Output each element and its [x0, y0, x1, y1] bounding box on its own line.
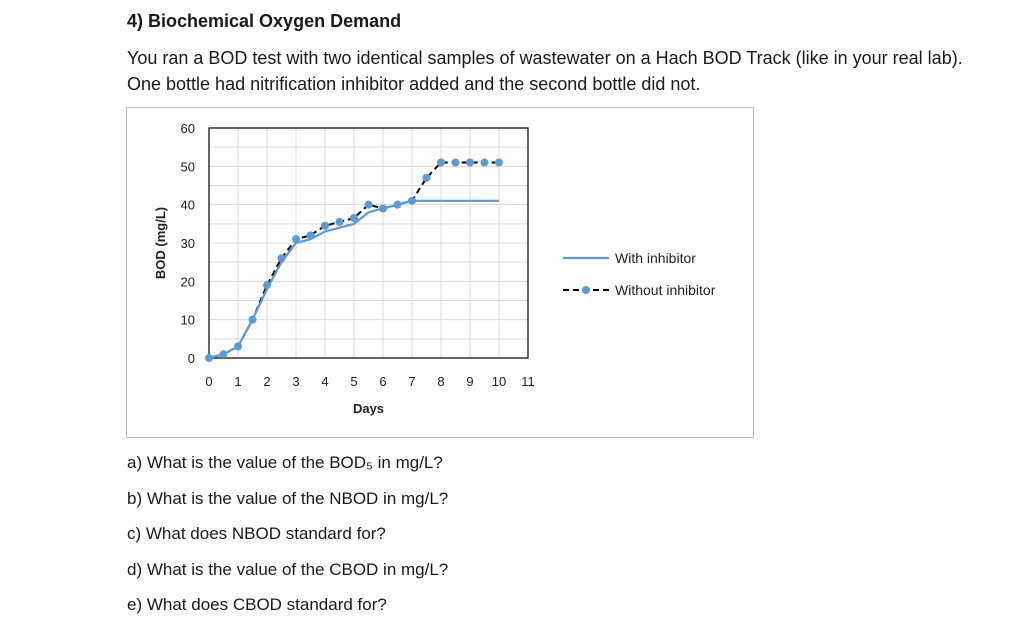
data-point-without-inhibitor [263, 281, 271, 290]
question-e: e) What does CBOD standard for? [127, 595, 387, 614]
data-point-without-inhibitor [277, 254, 286, 263]
data-point-without-inhibitor [248, 315, 257, 324]
data-point-without-inhibitor [364, 200, 373, 209]
question-c: c) What does NBOD standard for? [127, 524, 386, 543]
data-point-without-inhibitor [292, 235, 300, 244]
data-point-without-inhibitor [335, 217, 344, 226]
data-point-without-inhibitor [350, 214, 358, 223]
legend-label-without-inhibitor: Without inhibitor [615, 282, 716, 298]
x-tick-label: 0 [205, 374, 212, 389]
data-point-without-inhibitor [393, 200, 402, 209]
intro-paragraph: You ran a BOD test with two identical sa… [127, 48, 963, 94]
x-tick-label: 8 [437, 374, 444, 389]
data-point-without-inhibitor [451, 158, 460, 167]
x-axis-title: Days [353, 401, 384, 416]
legend-label-with-inhibitor: With inhibitor [615, 250, 696, 266]
data-point-without-inhibitor [437, 158, 445, 167]
y-tick-label: 50 [181, 159, 195, 174]
question-b: b) What is the value of the NBOD in mg/L… [127, 489, 449, 508]
data-point-without-inhibitor [205, 354, 213, 362]
question-a: a) What is the value of the BOD₅ in mg/L… [127, 453, 443, 472]
data-point-without-inhibitor [466, 158, 474, 167]
data-point-without-inhibitor [408, 196, 416, 205]
bod-chart: 0 10 20 30 40 50 60 0 1 2 3 4 5 6 7 8 9 10 11 Days BOD (mg/L… [153, 121, 716, 416]
x-tick-label: 2 [263, 374, 270, 389]
y-tick-label: 60 [181, 121, 195, 136]
x-tick-label: 6 [379, 374, 386, 389]
y-tick-label: 30 [181, 236, 195, 251]
legend-marker-without-inhibitor [582, 286, 590, 294]
plot-frame [208, 127, 529, 359]
y-axis-title: BOD (mg/L) [153, 207, 168, 279]
y-tick-label: 20 [181, 274, 195, 289]
x-tick-label: 4 [321, 374, 328, 389]
data-point-without-inhibitor [321, 221, 329, 230]
section-heading: 4) Biochemical Oxygen Demand [127, 11, 402, 31]
data-point-without-inhibitor [219, 350, 228, 359]
x-tick-label: 9 [466, 374, 473, 389]
data-point-without-inhibitor [379, 204, 387, 213]
x-tick-label: 1 [234, 374, 241, 389]
x-tick-label: 11 [521, 374, 535, 389]
data-point-without-inhibitor [234, 342, 242, 351]
y-tick-label: 40 [181, 198, 195, 213]
x-tick-label: 3 [292, 374, 299, 389]
data-point-without-inhibitor [480, 158, 489, 167]
x-tick-label: 10 [492, 374, 506, 389]
data-point-without-inhibitor [422, 173, 431, 182]
y-tick-label: 0 [188, 351, 195, 366]
x-tick-label: 7 [408, 374, 415, 389]
data-point-without-inhibitor [306, 231, 315, 240]
question-d: d) What is the value of the CBOD in mg/L… [127, 560, 449, 579]
y-tick-label: 10 [181, 313, 195, 328]
chart-container: 0 10 20 30 40 50 60 0 1 2 3 4 5 6 7 8 9 10 11 Days BOD (mg/L… [126, 107, 754, 438]
data-point-without-inhibitor [495, 158, 503, 167]
x-tick-label: 5 [350, 374, 357, 389]
